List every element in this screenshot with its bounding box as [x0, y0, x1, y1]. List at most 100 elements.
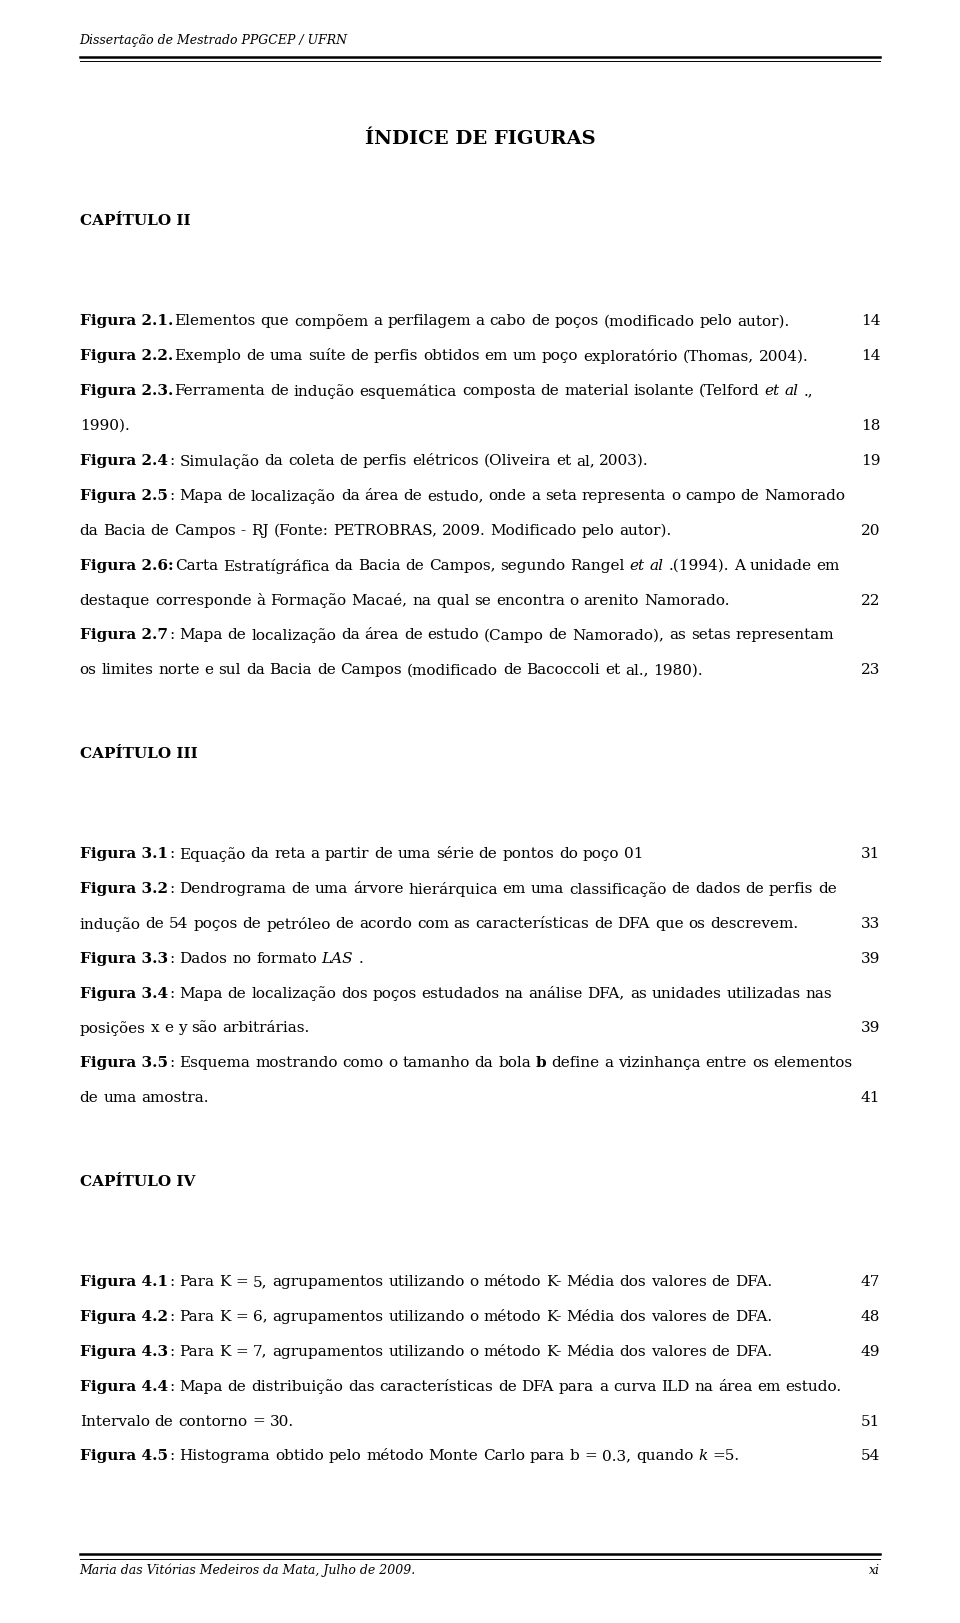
Text: de: de — [151, 523, 169, 537]
Text: da: da — [341, 489, 359, 503]
Text: de: de — [270, 383, 289, 398]
Text: Figura 3.2: Figura 3.2 — [80, 881, 168, 896]
Text: Figura 3.5: Figura 3.5 — [80, 1057, 168, 1070]
Text: autor).: autor). — [619, 523, 672, 537]
Text: DFA.: DFA. — [735, 1308, 772, 1323]
Text: elétricos: elétricos — [412, 453, 479, 467]
Text: al,: al, — [576, 453, 594, 467]
Text: Exemplo: Exemplo — [175, 349, 241, 364]
Text: utilizando: utilizando — [389, 1308, 465, 1323]
Text: :: : — [169, 847, 175, 860]
Text: Média: Média — [566, 1274, 614, 1289]
Text: Equação: Equação — [180, 847, 246, 862]
Text: 20: 20 — [861, 523, 880, 537]
Text: de: de — [228, 987, 247, 1000]
Text: método: método — [484, 1344, 541, 1358]
Text: Média: Média — [566, 1308, 614, 1323]
Text: Namorado.: Namorado. — [644, 592, 730, 607]
Text: .,: ., — [804, 383, 813, 398]
Text: poços: poços — [372, 987, 417, 1000]
Text: CAPÍTULO IV: CAPÍTULO IV — [80, 1175, 195, 1188]
Text: de: de — [404, 628, 422, 643]
Text: DFA.: DFA. — [735, 1274, 772, 1289]
Text: isolante: isolante — [634, 383, 694, 398]
Text: de: de — [228, 628, 247, 643]
Text: em: em — [485, 349, 508, 364]
Text: :: : — [169, 1274, 175, 1289]
Text: :: : — [169, 1308, 175, 1323]
Text: al: al — [649, 558, 663, 573]
Text: CAPÍTULO III: CAPÍTULO III — [80, 747, 198, 761]
Text: Figura 2.1.: Figura 2.1. — [80, 313, 173, 328]
Text: da: da — [334, 558, 353, 573]
Text: descrevem.: descrevem. — [710, 917, 798, 930]
Text: das: das — [348, 1380, 374, 1393]
Text: bola: bola — [498, 1057, 531, 1070]
Text: de: de — [531, 313, 549, 328]
Text: as: as — [630, 987, 646, 1000]
Text: :: : — [169, 1057, 175, 1070]
Text: o: o — [469, 1308, 479, 1323]
Text: pelo: pelo — [328, 1448, 361, 1462]
Text: de: de — [291, 881, 310, 896]
Text: série: série — [436, 847, 473, 860]
Text: =: = — [235, 1274, 249, 1289]
Text: y: y — [178, 1021, 186, 1035]
Text: método: método — [366, 1448, 423, 1462]
Text: árvore: árvore — [352, 881, 403, 896]
Text: K: K — [219, 1308, 230, 1323]
Text: Campos: Campos — [341, 662, 402, 677]
Text: 1990).: 1990). — [80, 419, 130, 433]
Text: de: de — [594, 917, 612, 930]
Text: partir: partir — [324, 847, 369, 860]
Text: na: na — [412, 592, 431, 607]
Text: método: método — [484, 1308, 541, 1323]
Text: Formação: Formação — [270, 592, 347, 609]
Text: 31: 31 — [861, 847, 880, 860]
Text: de: de — [671, 881, 690, 896]
Text: localização: localização — [251, 489, 336, 503]
Text: Para: Para — [180, 1308, 214, 1323]
Text: Dissertação de Mestrado PPGCEP / UFRN: Dissertação de Mestrado PPGCEP / UFRN — [80, 34, 348, 47]
Text: os: os — [80, 662, 97, 677]
Text: tamanho: tamanho — [402, 1057, 469, 1070]
Text: de: de — [246, 349, 265, 364]
Text: pelo: pelo — [582, 523, 614, 537]
Text: a: a — [531, 489, 540, 503]
Text: 19: 19 — [861, 453, 880, 467]
Text: que: que — [261, 313, 289, 328]
Text: um: um — [513, 349, 538, 364]
Text: valores: valores — [651, 1308, 707, 1323]
Text: uma: uma — [104, 1091, 136, 1105]
Text: localização: localização — [252, 987, 336, 1001]
Text: como: como — [343, 1057, 383, 1070]
Text: coleta: coleta — [288, 453, 334, 467]
Text: de: de — [335, 917, 354, 930]
Text: 6,: 6, — [253, 1308, 268, 1323]
Text: (Campo: (Campo — [484, 628, 543, 643]
Text: Figura 4.3: Figura 4.3 — [80, 1344, 168, 1358]
Text: Figura 3.1: Figura 3.1 — [80, 847, 168, 860]
Text: características: características — [379, 1380, 493, 1393]
Text: DFA.: DFA. — [735, 1344, 772, 1358]
Text: posições: posições — [80, 1021, 146, 1035]
Text: setas: setas — [690, 628, 731, 643]
Text: Campos,: Campos, — [429, 558, 495, 573]
Text: unidade: unidade — [750, 558, 811, 573]
Text: 51: 51 — [861, 1414, 880, 1428]
Text: e: e — [204, 662, 213, 677]
Text: arenito: arenito — [584, 592, 639, 607]
Text: uma: uma — [270, 349, 303, 364]
Text: para: para — [530, 1448, 565, 1462]
Text: dados: dados — [695, 881, 740, 896]
Text: exploratório: exploratório — [584, 349, 678, 364]
Text: K: K — [219, 1274, 230, 1289]
Text: o: o — [469, 1344, 479, 1358]
Text: no: no — [232, 951, 252, 966]
Text: poços: poços — [554, 313, 599, 328]
Text: classificação: classificação — [569, 881, 666, 896]
Text: Para: Para — [180, 1344, 214, 1358]
Text: representam: representam — [735, 628, 834, 643]
Text: Figura 2.5: Figura 2.5 — [80, 489, 168, 503]
Text: Figura 4.2: Figura 4.2 — [80, 1308, 168, 1323]
